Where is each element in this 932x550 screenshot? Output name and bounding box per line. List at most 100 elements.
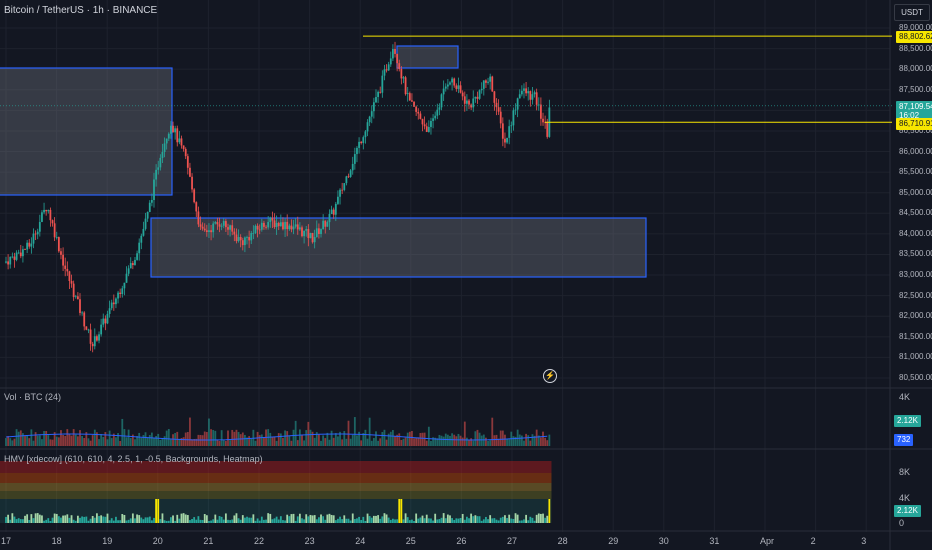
hmv-bar xyxy=(508,514,511,523)
candle-body xyxy=(330,209,333,215)
candle-body xyxy=(385,69,388,71)
volume-bar xyxy=(455,436,458,446)
hmv-bar xyxy=(326,514,329,523)
hmv-bar xyxy=(176,514,179,523)
hmv-bar xyxy=(148,516,151,523)
candle-body xyxy=(60,251,62,255)
volume-last-tag: 2.12K xyxy=(894,415,921,427)
level-price-tag: 86,710.91 xyxy=(896,118,932,130)
hmv-bar xyxy=(499,517,502,523)
candle-body xyxy=(315,228,318,238)
hmv-bar xyxy=(387,517,390,523)
hmv-bar xyxy=(155,499,158,523)
hmv-bar xyxy=(381,516,384,523)
horizontal-lines[interactable] xyxy=(0,35,892,123)
volume-bar xyxy=(508,439,511,446)
hmv-bar xyxy=(514,513,517,523)
hmv-pane-label[interactable]: HMV [xdecow] (610, 610, 4, 2.5, 1, -0.5,… xyxy=(4,454,263,464)
volume-bar xyxy=(36,435,39,446)
hmv-bar xyxy=(260,516,263,523)
candle-body xyxy=(96,336,98,341)
candle-body xyxy=(485,80,487,83)
candle-body xyxy=(277,222,280,227)
volume-bar xyxy=(529,440,532,446)
hmv-bar xyxy=(30,514,33,523)
volume-bar xyxy=(222,439,225,446)
hmv-bar xyxy=(241,515,244,523)
hmv-bar xyxy=(548,499,551,523)
candle-body xyxy=(531,94,534,100)
hmv-bar xyxy=(163,520,166,523)
time-tick-label: 26 xyxy=(456,536,467,546)
volume-bar xyxy=(250,438,253,446)
volume-bar xyxy=(478,432,481,446)
hmv-bar xyxy=(34,513,37,523)
volume-bar xyxy=(303,440,306,446)
volume-bar xyxy=(191,439,193,446)
hmv-bar xyxy=(501,516,504,523)
candle-body xyxy=(356,147,358,155)
candle-body xyxy=(235,234,238,242)
hmv-bar xyxy=(108,520,111,523)
volume-bar xyxy=(17,431,20,446)
price-tick-label: 83,500.00 xyxy=(899,249,932,259)
lightning-icon[interactable]: ⚡ xyxy=(543,369,557,383)
candle-body xyxy=(463,96,466,104)
hmv-bar xyxy=(510,518,513,523)
volume-bar xyxy=(337,436,339,446)
candle-body xyxy=(7,261,10,265)
currency-button[interactable]: USDT xyxy=(894,4,930,21)
candle-body xyxy=(72,283,75,298)
symbol-title[interactable]: Bitcoin / TetherUS · 1h · BINANCE xyxy=(4,5,158,16)
hmv-bar xyxy=(144,517,147,523)
candle-body xyxy=(487,81,489,83)
candle-body xyxy=(404,77,407,95)
volume-bar xyxy=(389,431,392,446)
candle-body xyxy=(449,82,451,85)
hmv-bar xyxy=(229,520,232,523)
candle-body xyxy=(239,237,242,241)
volume-bar xyxy=(79,430,81,446)
volume-bar xyxy=(474,431,477,446)
hmv-bar xyxy=(178,518,181,523)
volume-ma-line xyxy=(5,433,548,441)
hmv-bar xyxy=(123,514,126,523)
hmv-bar xyxy=(389,519,392,523)
candle-body xyxy=(131,263,134,266)
volume-bar xyxy=(499,430,502,446)
volume-bar xyxy=(279,433,282,446)
candle-body xyxy=(148,202,151,212)
hmv-bar xyxy=(76,515,79,523)
candle-body xyxy=(24,249,26,251)
hmv-bar xyxy=(250,517,253,523)
candle-body xyxy=(489,76,492,82)
candle-body xyxy=(461,92,464,97)
hmv-bar xyxy=(212,519,215,523)
candle-body xyxy=(535,92,538,105)
hmv-bar xyxy=(465,516,468,523)
hmv-bar xyxy=(282,520,284,523)
candle-body xyxy=(341,189,344,191)
hmv-bar xyxy=(235,513,238,523)
volume-bar xyxy=(402,438,405,446)
candle-body xyxy=(153,179,155,200)
volume-bar xyxy=(294,420,297,446)
candle-body xyxy=(53,223,56,238)
volume-bar xyxy=(148,435,151,446)
volume-bar xyxy=(254,440,257,446)
candle-body xyxy=(533,92,536,95)
hmv-bar xyxy=(214,514,217,523)
volume-pane-label[interactable]: Vol · BTC (24) xyxy=(4,392,62,402)
candle-body xyxy=(372,102,375,112)
candle-body xyxy=(370,111,373,117)
hmv-bar xyxy=(307,516,310,523)
hmv-bar xyxy=(81,516,84,523)
hmv-bar xyxy=(208,520,210,523)
volume-bar xyxy=(98,439,100,446)
candle-body xyxy=(9,256,12,265)
hmv-bar xyxy=(100,515,103,523)
candle-body xyxy=(74,296,77,298)
candle-body xyxy=(284,221,286,230)
volume-bar xyxy=(22,433,24,446)
